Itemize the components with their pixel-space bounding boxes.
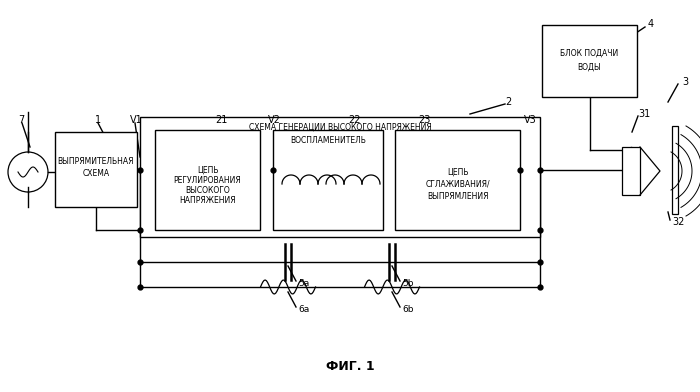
Text: СХЕМА ГЕНЕРАЦИИ ВЫСОКОГО НАПРЯЖЕНИЯ: СХЕМА ГЕНЕРАЦИИ ВЫСОКОГО НАПРЯЖЕНИЯ — [248, 123, 431, 131]
Text: V3: V3 — [524, 115, 537, 125]
Text: 31: 31 — [638, 109, 650, 119]
Text: ВЫПРЯМЛЕНИЯ: ВЫПРЯМЛЕНИЯ — [427, 192, 489, 200]
Text: 22: 22 — [348, 115, 360, 125]
Text: ЦЕПЬ: ЦЕПЬ — [447, 167, 468, 176]
Text: ЦЕПЬ: ЦЕПЬ — [197, 165, 218, 174]
Bar — [542, 25, 637, 97]
Text: БЛОК ПОДАЧИ: БЛОК ПОДАЧИ — [561, 49, 619, 58]
Text: 6a: 6a — [298, 305, 309, 314]
Text: 21: 21 — [215, 115, 228, 125]
Text: 32: 32 — [672, 217, 685, 227]
Text: ВОСПЛАМЕНИТЕЛЬ: ВОСПЛАМЕНИТЕЛЬ — [290, 136, 366, 145]
Text: 3: 3 — [682, 77, 688, 87]
Bar — [395, 130, 520, 230]
Text: СГЛАЖИВАНИЯ/: СГЛАЖИВАНИЯ/ — [425, 180, 490, 189]
Text: 5b: 5b — [402, 279, 414, 289]
Bar — [140, 117, 540, 237]
Text: V2: V2 — [268, 115, 281, 125]
Text: 7: 7 — [18, 115, 25, 125]
Text: 1: 1 — [95, 115, 101, 125]
Text: ВОДЫ: ВОДЫ — [578, 62, 601, 71]
Text: НАПРЯЖЕНИЯ: НАПРЯЖЕНИЯ — [179, 196, 236, 205]
Text: 6b: 6b — [402, 305, 414, 314]
Text: 23: 23 — [418, 115, 430, 125]
Text: СХЕМА: СХЕМА — [83, 169, 110, 178]
Bar — [273, 130, 383, 230]
Text: 4: 4 — [648, 19, 654, 29]
Bar — [55, 132, 137, 207]
Text: 5a: 5a — [298, 279, 309, 289]
Bar — [155, 130, 260, 230]
Bar — [672, 126, 678, 214]
Text: РЕГУЛИРОВАНИЯ: РЕГУЛИРОВАНИЯ — [174, 176, 241, 185]
Text: V1: V1 — [130, 115, 143, 125]
Text: ФИГ. 1: ФИГ. 1 — [326, 361, 374, 374]
Bar — [622, 147, 640, 195]
Text: ВЫПРЯМИТЕЛЬНАЯ: ВЫПРЯМИТЕЛЬНАЯ — [57, 157, 134, 166]
Text: ВЫСОКОГО: ВЫСОКОГО — [185, 185, 230, 194]
Text: 2: 2 — [505, 97, 511, 107]
